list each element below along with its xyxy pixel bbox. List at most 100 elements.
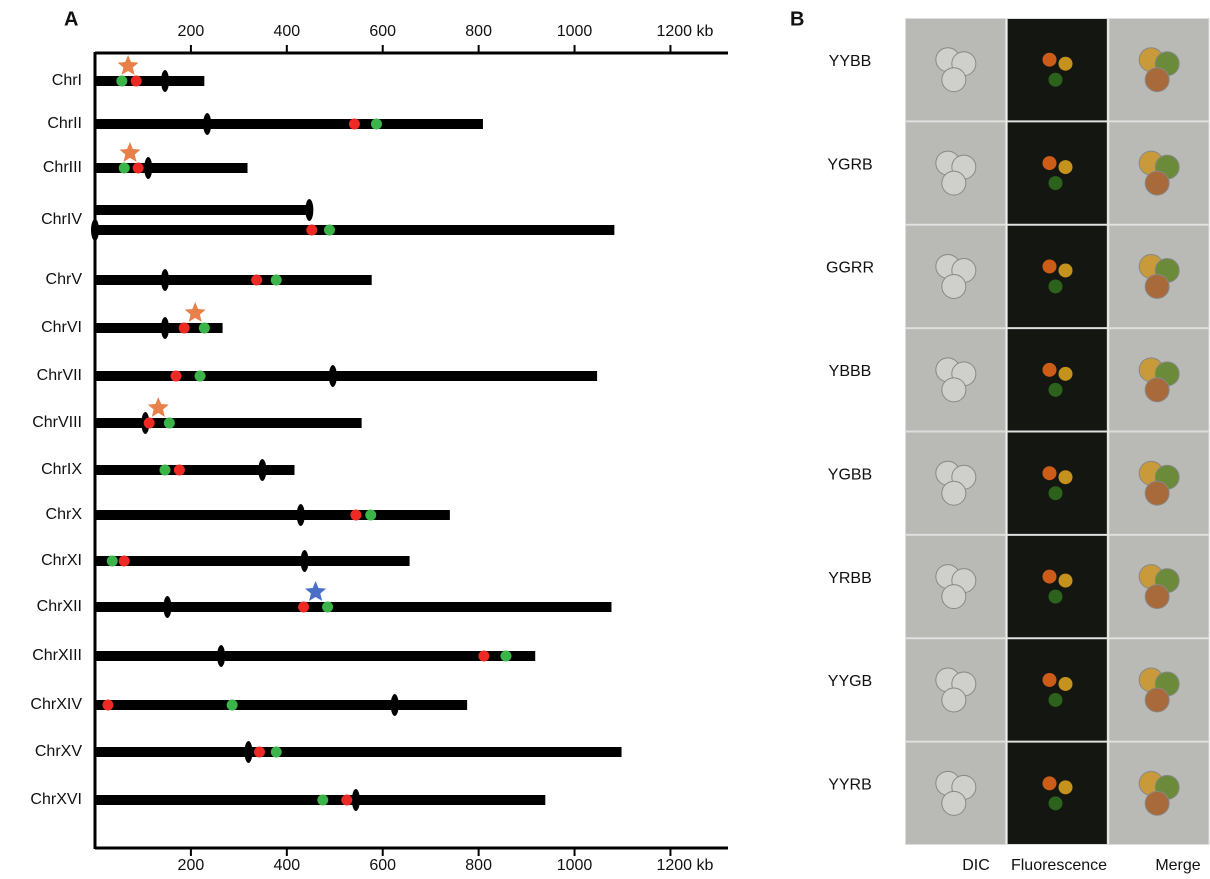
cell bbox=[1058, 676, 1073, 691]
chromosome-bar bbox=[95, 556, 410, 566]
red-marker bbox=[350, 509, 362, 521]
red-marker bbox=[173, 464, 185, 476]
centromere bbox=[305, 199, 314, 221]
chromosome-name: ChrI bbox=[52, 72, 82, 89]
centromere bbox=[203, 113, 212, 135]
cell bbox=[1042, 466, 1057, 481]
tick-label: 400 bbox=[273, 23, 300, 40]
cell bbox=[1144, 687, 1170, 713]
chromosome-name: ChrIV bbox=[41, 211, 82, 228]
green-marker bbox=[270, 274, 282, 286]
cell bbox=[1144, 67, 1170, 93]
micrograph bbox=[1006, 224, 1108, 329]
red-marker bbox=[178, 322, 190, 334]
column-label: Merge bbox=[1155, 857, 1200, 874]
tick-label: 1000 bbox=[557, 857, 593, 874]
cell bbox=[1058, 573, 1073, 588]
tick-label: 1200 kb bbox=[656, 857, 713, 874]
red-marker bbox=[253, 746, 265, 758]
chromosome-bar bbox=[95, 119, 483, 129]
centromere bbox=[161, 70, 170, 92]
micrograph bbox=[1006, 534, 1108, 639]
green-marker bbox=[116, 75, 128, 87]
centromere bbox=[161, 317, 170, 339]
cell bbox=[1048, 72, 1063, 87]
red-marker bbox=[341, 794, 353, 806]
micrograph bbox=[1006, 638, 1108, 742]
chromosome-bar bbox=[95, 275, 372, 285]
tick-label: 800 bbox=[465, 857, 492, 874]
centromere bbox=[351, 789, 360, 811]
tick-label: 600 bbox=[369, 23, 396, 40]
cell bbox=[941, 170, 967, 196]
green-marker bbox=[226, 699, 238, 711]
chromosome-bar bbox=[95, 465, 295, 475]
row-label: YGRB bbox=[827, 156, 872, 173]
row-label: YRBB bbox=[828, 570, 872, 587]
tick-label: 200 bbox=[178, 23, 205, 40]
row-label: YBBB bbox=[829, 363, 872, 380]
chromosome-bar bbox=[95, 747, 622, 757]
row-label: YYGB bbox=[828, 673, 872, 690]
cell bbox=[1048, 692, 1063, 707]
row-label: YYRB bbox=[828, 777, 872, 794]
red-marker bbox=[298, 601, 310, 613]
green-marker bbox=[270, 746, 282, 758]
star-marker bbox=[305, 581, 327, 601]
green-marker bbox=[106, 555, 118, 567]
centromere bbox=[244, 741, 253, 763]
red-marker bbox=[118, 555, 130, 567]
red-marker bbox=[130, 75, 142, 87]
cell bbox=[1042, 776, 1057, 791]
cell bbox=[1058, 56, 1073, 71]
green-marker bbox=[500, 650, 512, 662]
cell bbox=[1058, 366, 1073, 381]
cell bbox=[941, 67, 967, 93]
tick-label: 600 bbox=[369, 857, 396, 874]
centromere bbox=[161, 269, 170, 291]
tick-label: 800 bbox=[465, 23, 492, 40]
chromosome-name: ChrVIII bbox=[32, 414, 82, 431]
cell bbox=[1144, 377, 1170, 403]
cell bbox=[1058, 263, 1073, 278]
cell bbox=[1048, 176, 1063, 191]
chromosome-bar bbox=[95, 510, 450, 520]
cell bbox=[1042, 259, 1057, 274]
green-marker bbox=[322, 601, 334, 613]
green-marker bbox=[159, 464, 171, 476]
column-label: DIC bbox=[962, 857, 990, 874]
chromosome-name: ChrXIII bbox=[32, 647, 82, 664]
tick-label: 1200 kb bbox=[656, 23, 713, 40]
cell bbox=[1042, 672, 1057, 687]
cell bbox=[1042, 362, 1057, 377]
red-marker bbox=[143, 417, 155, 429]
chromosome-name: ChrXII bbox=[37, 598, 82, 615]
green-marker bbox=[370, 118, 382, 130]
red-marker bbox=[306, 224, 318, 236]
cell bbox=[1144, 273, 1170, 299]
chromosome-bar bbox=[95, 602, 612, 612]
cell bbox=[1048, 486, 1063, 501]
centromere bbox=[217, 645, 226, 667]
cell bbox=[1058, 780, 1073, 795]
row-label: YYBB bbox=[829, 53, 872, 70]
centromere bbox=[258, 459, 267, 481]
cell bbox=[941, 584, 967, 610]
centromere bbox=[296, 504, 305, 526]
row-label: GGRR bbox=[826, 260, 874, 277]
cell bbox=[1048, 796, 1063, 811]
cell bbox=[1042, 156, 1057, 171]
column-label: Fluorescence bbox=[1011, 857, 1107, 874]
chromosome-name: ChrXIV bbox=[30, 696, 82, 713]
chromosome-bar bbox=[95, 700, 468, 710]
chromosome-bar bbox=[95, 76, 205, 86]
red-marker bbox=[348, 118, 360, 130]
micrograph bbox=[1006, 121, 1108, 225]
micrograph bbox=[1006, 431, 1108, 535]
chromosome-name: ChrXI bbox=[41, 552, 82, 569]
cell bbox=[941, 687, 967, 713]
green-marker bbox=[365, 509, 377, 521]
cell bbox=[941, 377, 967, 403]
centromere bbox=[300, 550, 309, 572]
